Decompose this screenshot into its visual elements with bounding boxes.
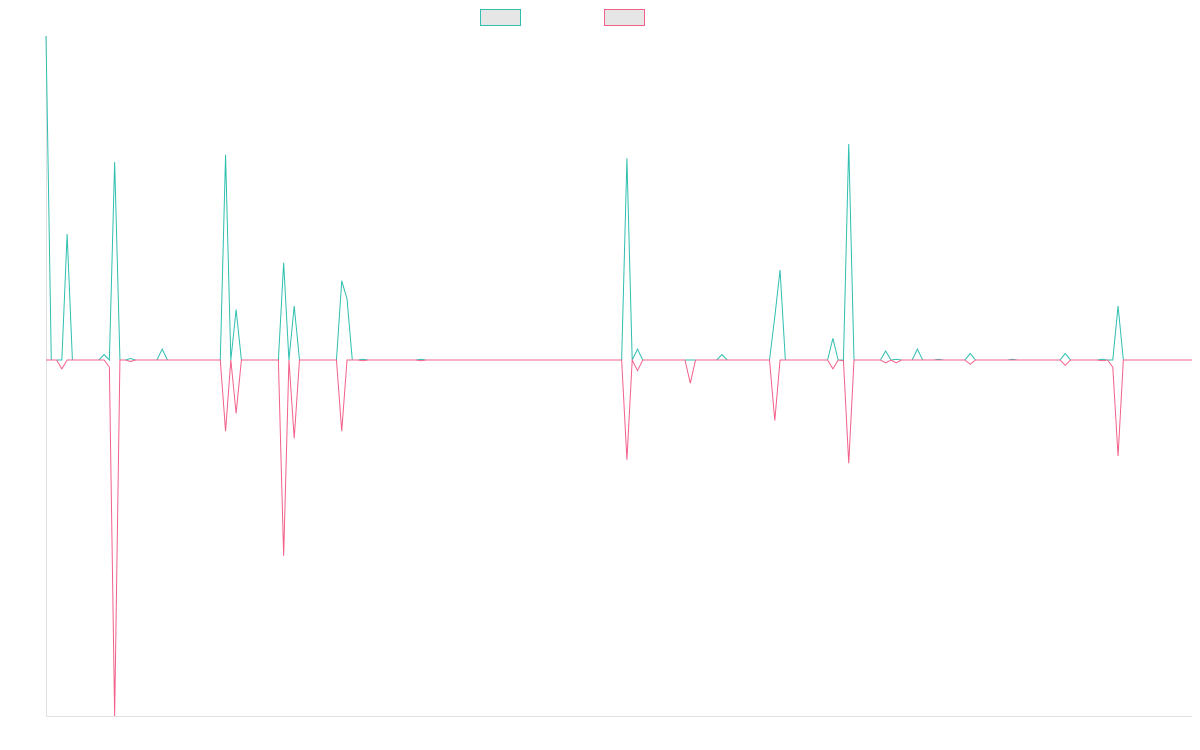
legend xyxy=(480,9,645,26)
series-2-line[interactable] xyxy=(46,358,1192,717)
plot-area xyxy=(45,35,1192,717)
series-1-line[interactable] xyxy=(45,35,1192,362)
legend-swatch-series-1[interactable] xyxy=(480,9,521,26)
legend-swatch-series-2[interactable] xyxy=(604,9,645,26)
axes xyxy=(46,36,1192,717)
